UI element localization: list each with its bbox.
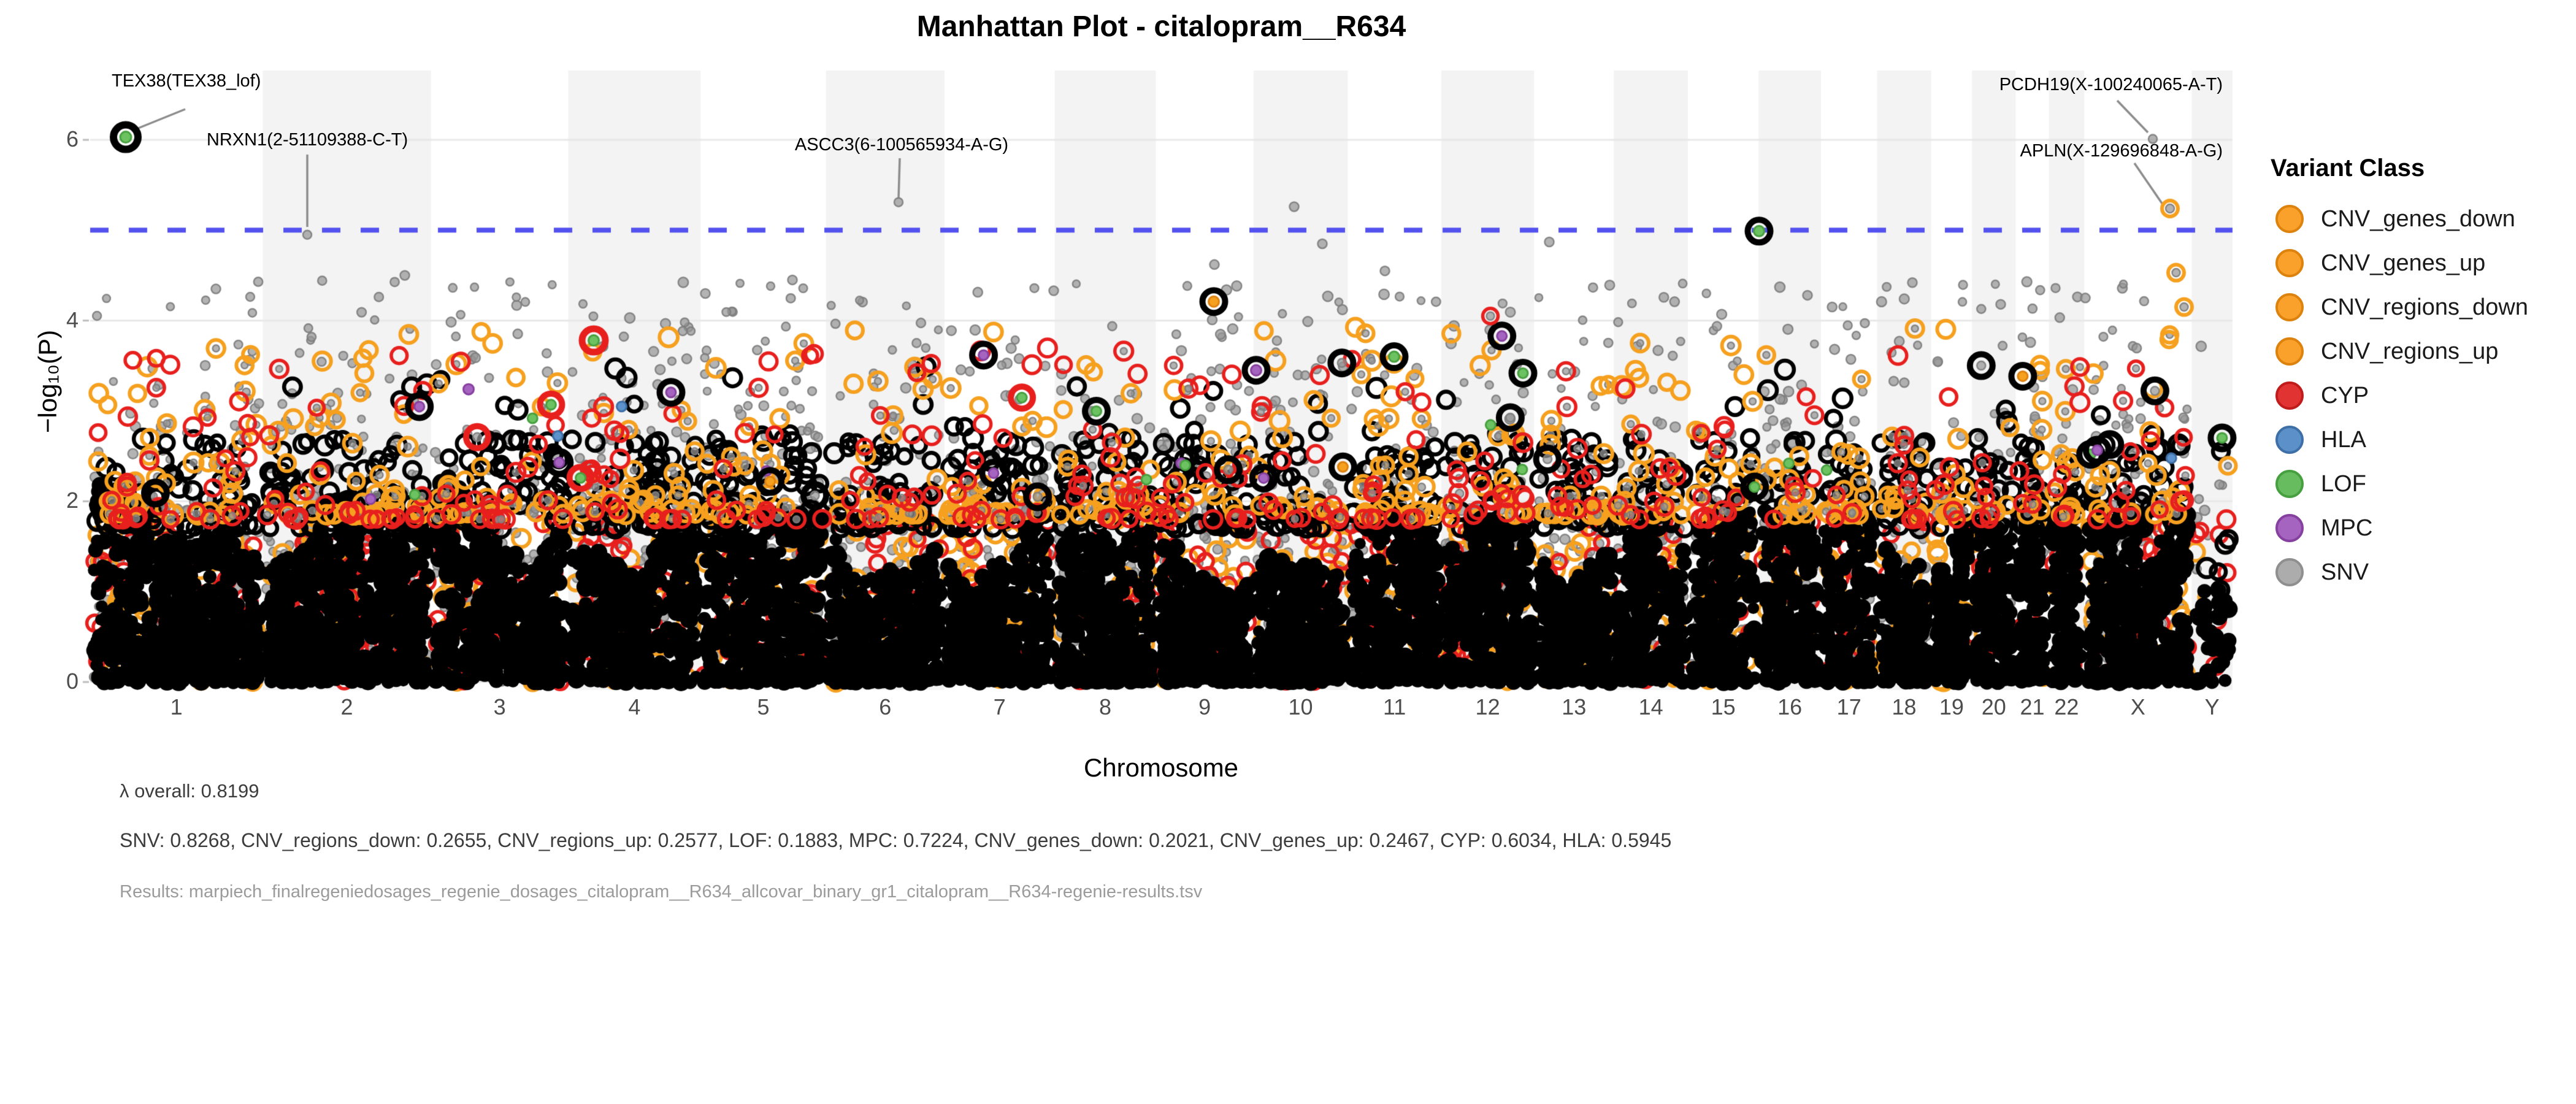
legend-item-label: MPC bbox=[2321, 515, 2373, 541]
legend-item-MPC: MPC bbox=[2263, 506, 2570, 550]
legend-item-label: CNV_regions_down bbox=[2321, 294, 2528, 320]
x-tick-label-chr5: 5 bbox=[757, 694, 770, 719]
x-tick-label-chr8: 8 bbox=[1098, 694, 1111, 719]
legend-item-label: CNV_genes_up bbox=[2321, 250, 2486, 276]
legend-marker-circle-icon bbox=[2275, 426, 2304, 454]
x-tick-label-chrY: Y bbox=[2204, 694, 2220, 719]
x-tick-label-chr6: 6 bbox=[879, 694, 892, 719]
y-axis-label: −log₁₀(P) bbox=[33, 329, 62, 434]
legend-item-label: HLA bbox=[2321, 426, 2366, 453]
legend-item-label: CYP bbox=[2321, 382, 2369, 408]
legend-marker-circle-icon bbox=[2275, 514, 2304, 542]
annotation-label: NRXN1(2-51109388-C-T) bbox=[206, 130, 408, 150]
x-tick-label-chr20: 20 bbox=[1981, 694, 2006, 719]
legend-marker-circle-icon bbox=[2275, 381, 2304, 410]
x-tick-label-chr22: 22 bbox=[2054, 694, 2079, 719]
legend-item-CNV_genes_up: CNV_genes_up bbox=[2263, 241, 2570, 285]
x-tick-label-chr9: 9 bbox=[1198, 694, 1211, 719]
legend-marker-circle-icon bbox=[2275, 558, 2304, 586]
x-tick-label-chr16: 16 bbox=[1777, 694, 1803, 719]
x-tick-label-chr13: 13 bbox=[1562, 694, 1587, 719]
legend-item-CNV_regions_up: CNV_regions_up bbox=[2263, 329, 2570, 374]
annotation-label: ASCC3(6-100565934-A-G) bbox=[794, 135, 1009, 155]
legend-marker-circle-icon bbox=[2275, 337, 2304, 366]
x-tick-label-chr21: 21 bbox=[2020, 694, 2045, 719]
x-axis-label: Chromosome bbox=[1083, 753, 1239, 782]
x-tick-label-chr1: 1 bbox=[170, 694, 183, 719]
y-tick-label: 4 bbox=[66, 307, 79, 332]
annotation-label: TEX38(TEX38_lof) bbox=[112, 71, 261, 91]
annotation-label: PCDH19(X-100240065-A-T) bbox=[1999, 75, 2223, 94]
legend-item-label: SNV bbox=[2321, 559, 2369, 585]
legend-item-CYP: CYP bbox=[2263, 374, 2570, 418]
x-tick-label-chr14: 14 bbox=[1638, 694, 1663, 719]
x-tick-label-chr2: 2 bbox=[340, 694, 353, 719]
y-tick-label: 2 bbox=[66, 488, 79, 513]
legend-marker-circle-icon bbox=[2275, 470, 2304, 498]
x-tick-label-chr17: 17 bbox=[1836, 694, 1861, 719]
x-tick-label-chr12: 12 bbox=[1475, 694, 1500, 719]
x-tick-label-chr15: 15 bbox=[1711, 694, 1736, 719]
legend-item-LOF: LOF bbox=[2263, 462, 2570, 506]
legend: Variant Class CNV_genes_down CNV_genes_up… bbox=[2263, 155, 2570, 594]
x-tick-label-chr18: 18 bbox=[1892, 694, 1917, 719]
annotation-label: APLN(X-129696848-A-G) bbox=[2020, 141, 2223, 161]
legend-item-HLA: HLA bbox=[2263, 418, 2570, 462]
lambda-overall-text: λ overall: 0.8199 bbox=[120, 780, 259, 802]
legend-items: CNV_genes_down CNV_genes_up CNV_regions_do… bbox=[2263, 197, 2570, 594]
legend-item-SNV: SNV bbox=[2263, 550, 2570, 594]
legend-title: Variant Class bbox=[2271, 155, 2425, 182]
legend-item-CNV_regions_down: CNV_regions_down bbox=[2263, 285, 2570, 329]
legend-item-label: CNV_genes_down bbox=[2321, 205, 2515, 232]
legend-marker-circle-icon bbox=[2275, 293, 2304, 321]
y-tick-label: 6 bbox=[66, 126, 79, 152]
plot-title: Manhattan Plot - citalopram__R634 bbox=[916, 10, 1406, 43]
class-lambdas-text: SNV: 0.8268, CNV_regions_down: 0.2655, C… bbox=[120, 829, 1672, 851]
legend-item-CNV_genes_down: CNV_genes_down bbox=[2263, 197, 2570, 241]
x-tick-label-chr4: 4 bbox=[628, 694, 641, 719]
legend-item-label: LOF bbox=[2321, 470, 2366, 497]
x-tick-label-chr7: 7 bbox=[993, 694, 1006, 719]
x-tick-label-chr11: 11 bbox=[1382, 694, 1406, 719]
x-tick-label-chr3: 3 bbox=[493, 694, 506, 719]
x-tick-label-chr10: 10 bbox=[1288, 694, 1313, 719]
y-tick-label: 0 bbox=[66, 669, 79, 694]
results-file-text: Results: marpiech_finalregeniedosages_re… bbox=[120, 882, 1203, 902]
legend-marker-circle-icon bbox=[2275, 249, 2304, 277]
legend-marker-circle-icon bbox=[2275, 205, 2304, 233]
x-tick-label-chr19: 19 bbox=[1939, 694, 1964, 719]
legend-item-label: CNV_regions_up bbox=[2321, 338, 2499, 364]
x-tick-label-chrX: X bbox=[2130, 694, 2145, 719]
